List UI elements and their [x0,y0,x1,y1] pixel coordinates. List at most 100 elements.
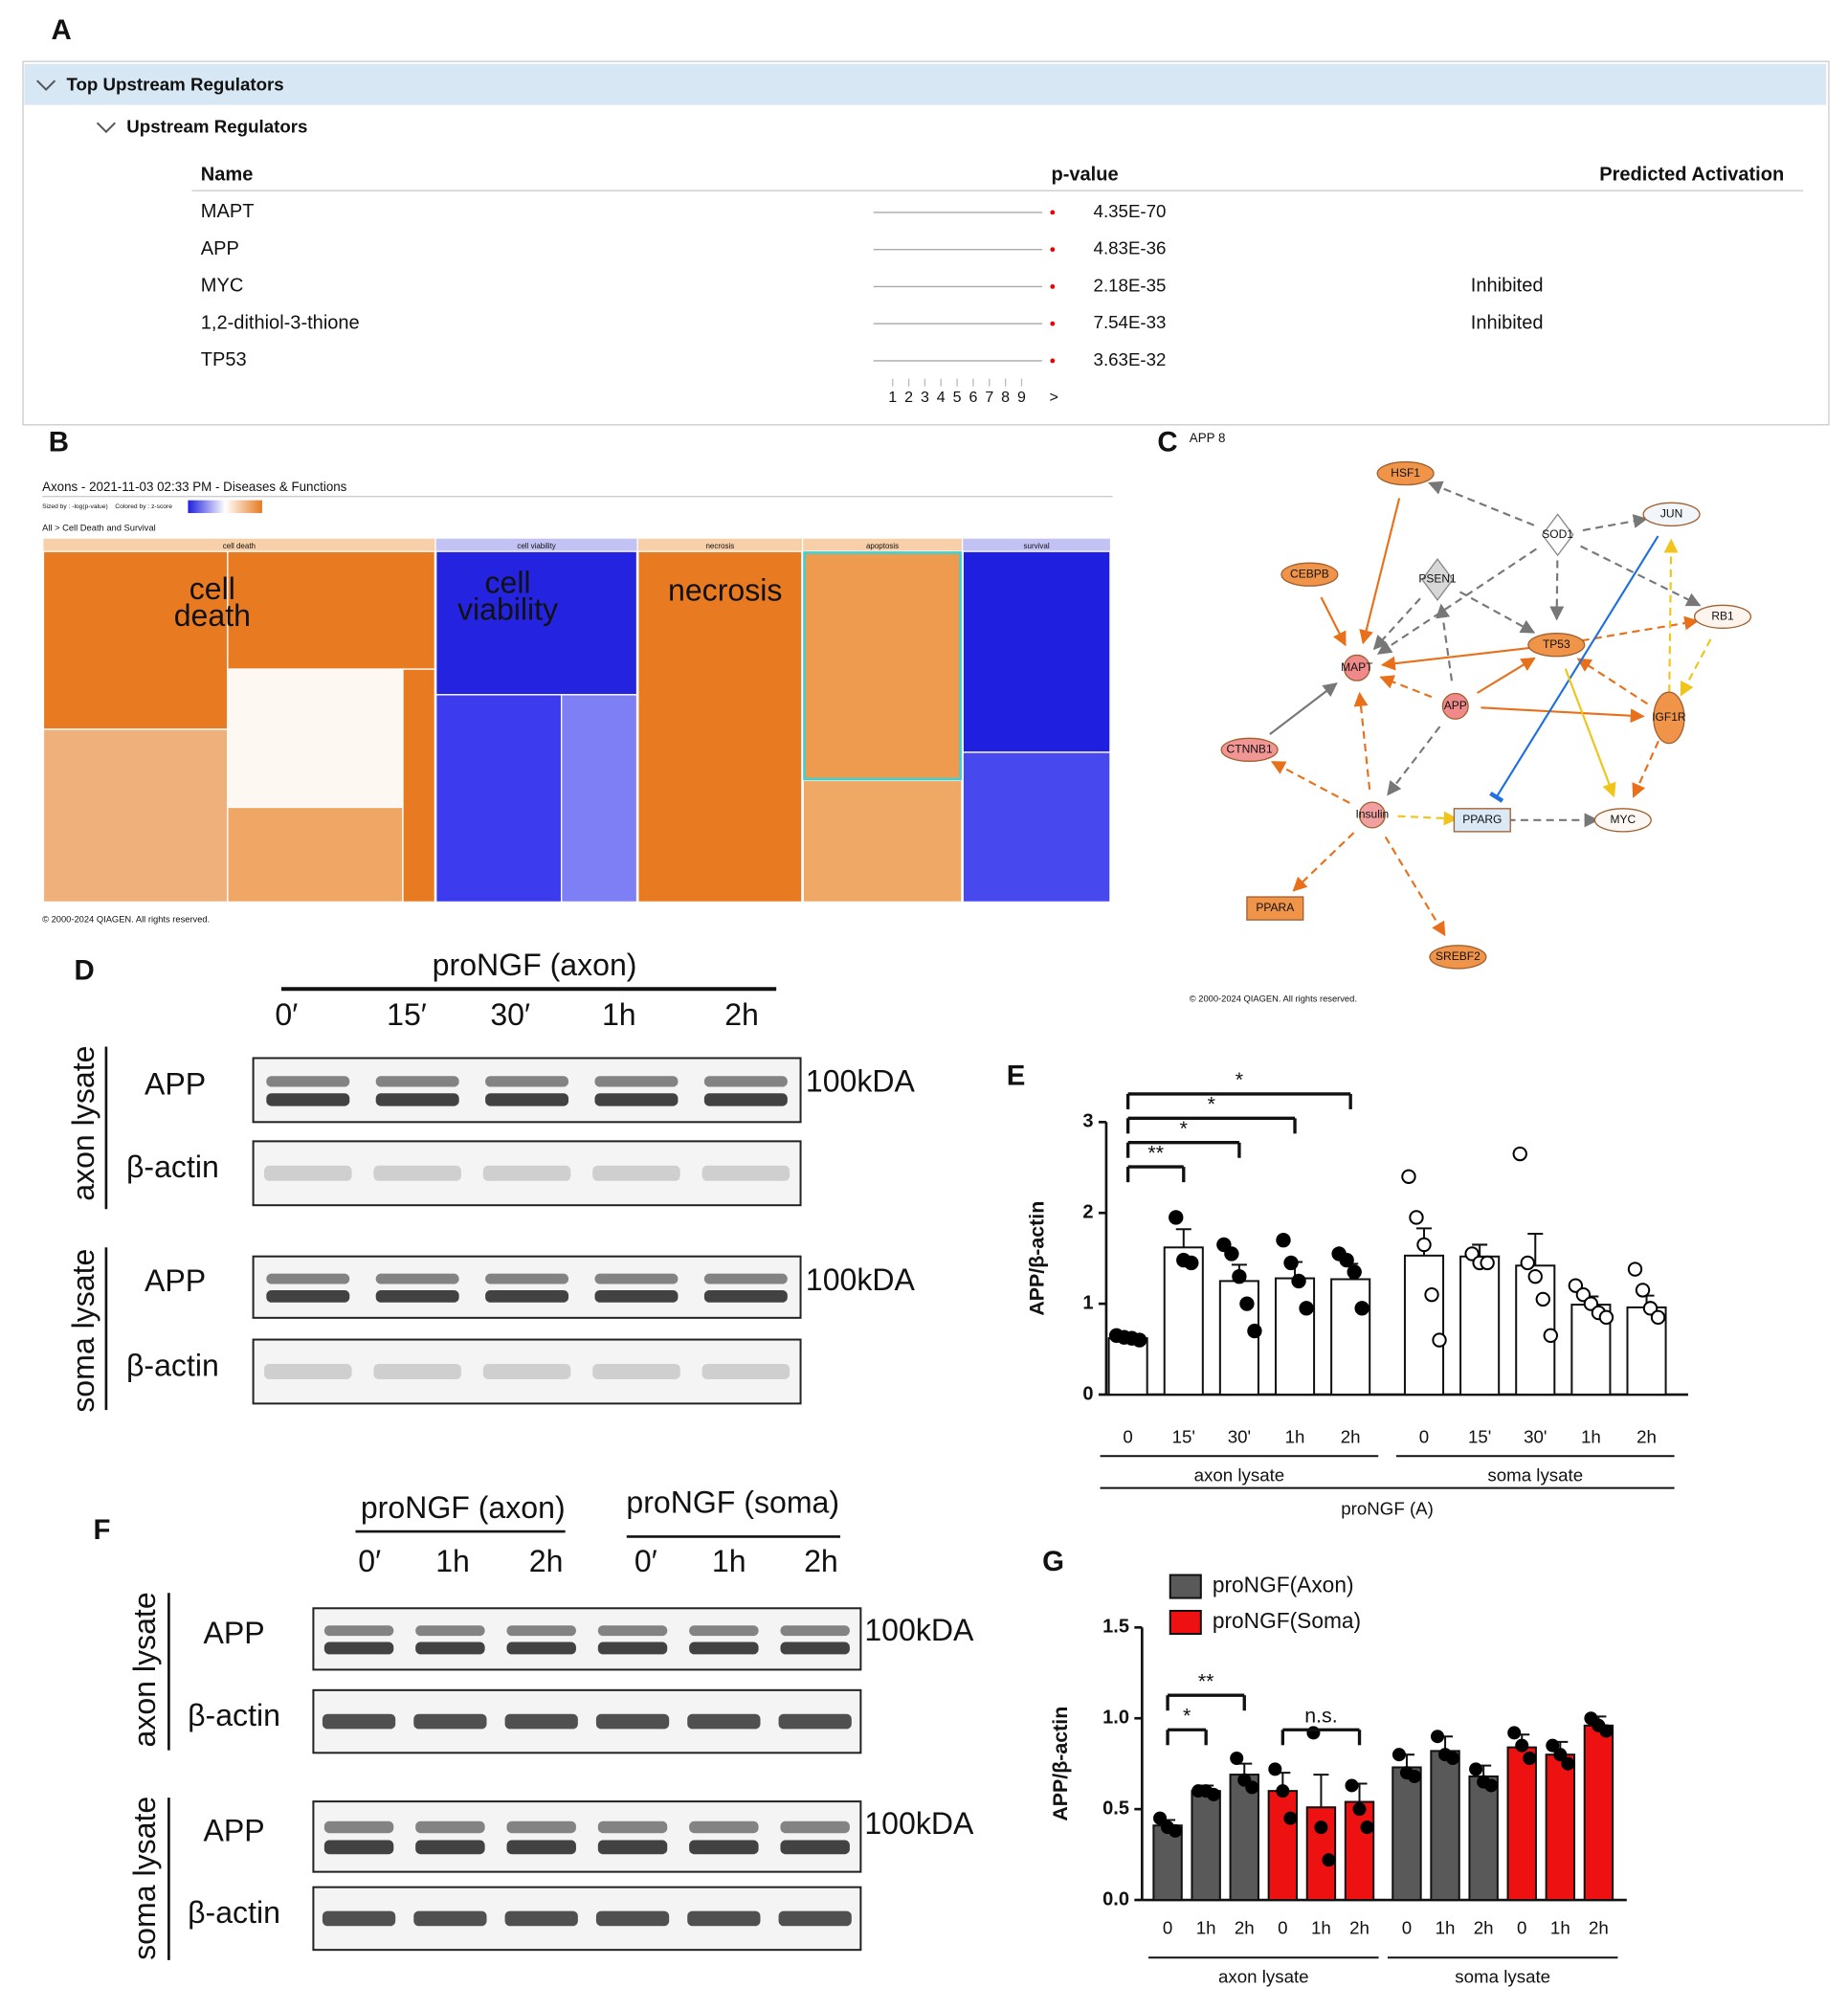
blot-band [482,1165,571,1181]
blot-frame [252,1255,802,1319]
blot-band [485,1093,569,1106]
network-node-label: RB1 [1711,609,1734,622]
data-point [1169,1210,1184,1225]
network-edge [1564,668,1616,798]
x-tick-label: 1h [1196,1918,1216,1938]
page-number[interactable]: 8 [1001,389,1010,406]
page-number[interactable]: 3 [921,389,929,406]
page-number[interactable]: 4 [937,389,946,406]
blot-band [485,1273,569,1284]
treemap-cell [42,728,229,904]
blot-band [373,1165,461,1181]
page-number[interactable]: 5 [953,389,962,406]
network-node [1642,502,1701,527]
data-point [1268,1762,1282,1776]
time-label: 1h [712,1544,746,1578]
band-label: β-actin [188,1895,280,1930]
x-tick-label: 2h [1589,1918,1609,1938]
data-point [1650,1309,1666,1326]
bar [1403,1254,1445,1396]
blot-band [701,1363,790,1379]
data-point [1299,1301,1314,1316]
time-label: 0′ [635,1544,657,1578]
blot-band [687,1910,761,1927]
marker-label: 100kDA [864,1806,974,1841]
x-tick-label: 1h [1311,1918,1331,1938]
page-next[interactable]: > [1049,389,1058,406]
blot-band [323,1840,394,1855]
network-node [1441,692,1469,720]
blot-band [595,1910,670,1927]
y-axis-label: APP/β-actin [1026,1201,1049,1316]
regulator-name[interactable]: APP [201,238,239,259]
band-label: APP [203,1813,264,1847]
data-point [1512,1146,1527,1162]
x-tick-label: 1h [1581,1426,1601,1446]
data-point [1276,1233,1291,1248]
x-tick-label: 0 [1402,1918,1412,1938]
page-number[interactable]: 2 [904,389,913,406]
blot-band [780,1820,850,1834]
blot-band [266,1076,350,1087]
blot-band [689,1840,759,1855]
treemap-header [803,538,962,552]
bar [1267,1790,1299,1902]
band-label: APP [203,1616,264,1650]
blot-band [485,1289,569,1303]
blot-band [689,1642,759,1655]
regulator-name[interactable]: MAPT [201,201,255,222]
network-node-label: APP [1444,699,1467,712]
subsection-title: Upstream Regulators [126,117,307,137]
regulator-name[interactable]: MYC [201,276,244,297]
legend-label: proNGF(Axon) [1213,1573,1354,1597]
blot-band [415,1840,485,1855]
x-tick-label: 0 [1123,1426,1132,1446]
data-point [1247,1323,1262,1339]
network-edge [1379,675,1433,699]
blot-band [323,1642,394,1655]
data-point [1575,1286,1592,1303]
network-edge [1320,596,1347,647]
time-label: 0′ [358,1544,381,1578]
network-node-label: JUN [1660,507,1682,521]
data-point [1599,1724,1614,1738]
treemap-header [637,538,802,552]
breadcrumb: All > Cell Death and Survival [42,524,156,533]
network-node [1376,460,1435,486]
p-value-dot [1050,210,1056,215]
significance-label: * [1236,1068,1243,1091]
data-point [1469,1762,1483,1776]
regulator-name[interactable]: 1,2-dithiol-3-thione [201,312,360,333]
group-label: soma lysate [1455,1967,1550,1987]
page-number[interactable]: 1 [888,389,897,406]
lysate-label: axon lysate [127,1592,162,1747]
blot-band [594,1076,679,1087]
network-node [1593,808,1652,833]
network-edge [1270,760,1350,804]
data-point [1153,1811,1168,1825]
blot-band [264,1363,352,1379]
page-number[interactable]: 7 [985,389,993,406]
blot-band [482,1363,571,1379]
regulator-name[interactable]: TP53 [201,349,247,370]
y-axis-label: APP/β-actin [1049,1707,1072,1821]
x-tick-label: 0 [1278,1918,1287,1938]
network-edge [1680,638,1712,697]
column-header: Predicted Activation [1599,164,1784,185]
bar [1229,1774,1259,1902]
bar [1545,1753,1576,1902]
bar [1468,1775,1499,1902]
legend-swatch [1169,1574,1202,1599]
data-point [1527,1268,1543,1284]
blot-band [322,1910,396,1927]
page-number[interactable]: 9 [1017,389,1026,406]
x-axis-label: proNGF (A) [1341,1498,1434,1518]
panel-letter: F [94,1514,111,1546]
bar [1344,1800,1375,1902]
x-tick-label: 0 [1419,1426,1429,1446]
blot-band [597,1625,668,1637]
network-edge [1481,706,1645,724]
band-label: β-actin [126,1150,219,1184]
page-number[interactable]: 6 [969,389,977,406]
legend-label: proNGF(Soma) [1213,1608,1361,1633]
